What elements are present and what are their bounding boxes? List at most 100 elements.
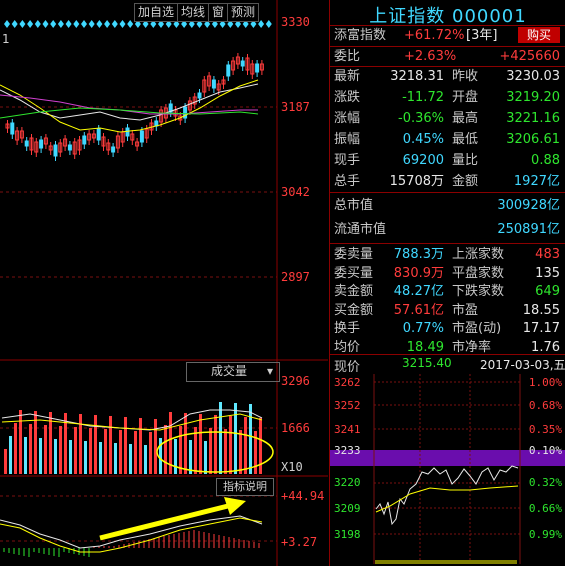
candle-body bbox=[111, 146, 116, 153]
intraday-pct-label: 0.32% bbox=[528, 476, 562, 489]
candle-body bbox=[183, 106, 188, 119]
intraday-price-label: 3220 bbox=[334, 476, 361, 489]
marker-diamond-icon bbox=[173, 20, 180, 28]
intraday-pct-label: 0.68% bbox=[528, 399, 562, 412]
volume-bar bbox=[259, 418, 262, 474]
marker-diamond-icon bbox=[196, 20, 203, 28]
candle-body bbox=[211, 79, 216, 89]
order-ratio-value: +2.63% bbox=[404, 49, 457, 64]
volume-bar bbox=[174, 439, 177, 474]
marker-diamond-icon bbox=[165, 20, 172, 28]
volume-indicator-select[interactable]: 成交量 ▾ bbox=[186, 362, 280, 382]
kline-chart-area[interactable]: 1 加自选 均线 窗 预测 成交量 ▾ 指标说明 bbox=[0, 0, 328, 566]
marker-diamond-icon bbox=[258, 20, 265, 28]
add-watchlist-button[interactable]: 加自选 bbox=[135, 4, 179, 21]
volume-bar bbox=[229, 416, 232, 474]
quote-label: 涨跌 bbox=[334, 90, 361, 105]
quote-label: 涨幅 bbox=[334, 111, 361, 126]
market-cap-label: 总市值 bbox=[334, 198, 374, 213]
indicator-help-button[interactable]: 指标说明 bbox=[216, 478, 274, 496]
candle-body bbox=[24, 140, 29, 147]
volume-bar bbox=[154, 419, 157, 474]
order-label: 卖金额 bbox=[334, 284, 374, 299]
candle-body bbox=[125, 127, 130, 137]
quote-row: 振幅 0.45% 最低 3206.61 bbox=[332, 130, 564, 149]
volume-bar bbox=[79, 414, 82, 474]
candle-body bbox=[72, 141, 77, 155]
moving-average-button[interactable]: 均线 bbox=[178, 4, 210, 21]
volume-bar bbox=[59, 426, 62, 474]
candle-body bbox=[207, 75, 212, 87]
volume-bar bbox=[99, 442, 102, 474]
order-label-2: 下跌家数 bbox=[452, 284, 505, 299]
quote-label-2: 开盘 bbox=[452, 90, 479, 105]
candle-body bbox=[130, 133, 135, 141]
candle-body bbox=[96, 128, 101, 141]
order-label: 委买量 bbox=[334, 265, 374, 281]
order-value: 830.9万 bbox=[393, 265, 444, 281]
marker-diamond-icon bbox=[96, 20, 103, 28]
volume-bar bbox=[14, 423, 17, 474]
candle-body bbox=[255, 63, 260, 73]
candle-body bbox=[187, 100, 192, 111]
candle-body bbox=[67, 144, 72, 151]
buy-button[interactable]: 购买 bbox=[518, 27, 560, 43]
quote-value: 15708万 bbox=[389, 174, 444, 189]
intraday-pct-label: 0.35% bbox=[528, 423, 562, 436]
float-cap-row: 流通市值 250891亿 bbox=[332, 220, 564, 239]
marker-diamond-icon bbox=[188, 20, 195, 28]
marker-diamond-icon bbox=[34, 20, 41, 28]
order-label-2: 上涨家数 bbox=[452, 247, 505, 262]
volume-bar bbox=[244, 417, 247, 474]
volume-bar bbox=[49, 412, 52, 474]
marker-diamond-icon bbox=[42, 20, 49, 28]
volume-bar bbox=[159, 438, 162, 474]
quote-label: 振幅 bbox=[334, 132, 361, 147]
order-row: 均价 18.49 市净率 1.76 bbox=[332, 338, 564, 357]
quote-label-2: 量比 bbox=[452, 153, 479, 168]
order-value-2: 483 bbox=[535, 247, 560, 262]
price-axis-label: 3187 bbox=[281, 100, 310, 114]
candle-body bbox=[259, 63, 264, 71]
quote-row: 总手 15708万 金额 1927亿 bbox=[332, 172, 564, 191]
volume-bar bbox=[219, 402, 222, 474]
candle-body bbox=[48, 145, 53, 151]
marker-diamond-icon bbox=[104, 20, 111, 28]
order-label: 均价 bbox=[334, 339, 361, 355]
order-value-2: 135 bbox=[535, 265, 560, 281]
candle-body bbox=[250, 63, 255, 75]
marker-diamond-icon bbox=[227, 20, 234, 28]
intraday-chart[interactable]: 现价 3215.40 2017-03-03,五 3262 3252 bbox=[330, 356, 565, 566]
intraday-pct-label: 0.66% bbox=[528, 502, 562, 515]
marker-diamond-icon bbox=[211, 20, 218, 28]
volume-bar bbox=[9, 436, 12, 474]
window-button[interactable]: 窗 bbox=[209, 4, 229, 21]
volume-bar bbox=[199, 414, 202, 474]
order-diff-value: +425660 bbox=[499, 49, 560, 64]
order-value: 48.27亿 bbox=[393, 284, 444, 299]
forecast-button[interactable]: 预测 bbox=[231, 5, 256, 19]
volume-bar bbox=[69, 440, 72, 474]
order-row: 委买量 830.9万 平盘家数 135 bbox=[332, 264, 564, 283]
marker-diamond-icon bbox=[242, 20, 249, 28]
candle-body bbox=[53, 144, 58, 157]
volume-bar bbox=[144, 445, 147, 474]
candle-body bbox=[159, 109, 164, 123]
marker-diamond-icon bbox=[235, 20, 241, 28]
order-row: 委卖量 788.3万 上涨家数 483 bbox=[332, 245, 564, 264]
fund-tag-label: 添富指数 bbox=[334, 28, 387, 43]
candle-body bbox=[77, 139, 82, 151]
order-label-2: 市盈 bbox=[452, 302, 479, 318]
price-axis: 3330 3187 3042 2897 3296 1666 X10 +44.94… bbox=[277, 0, 327, 566]
intraday-price-label: 3198 bbox=[334, 528, 361, 541]
volume-bar bbox=[139, 418, 142, 474]
candle-body bbox=[15, 130, 20, 141]
candle-body bbox=[115, 135, 120, 149]
marker-diamond-icon bbox=[4, 20, 10, 28]
candle-body bbox=[58, 142, 63, 153]
price-axis-label: 2897 bbox=[281, 270, 310, 284]
volume-bar bbox=[114, 443, 117, 474]
volume-bar bbox=[39, 438, 42, 474]
order-ratio-row: 委比 +2.63% +425660 bbox=[332, 47, 564, 66]
float-cap-label: 流通市值 bbox=[334, 222, 387, 237]
